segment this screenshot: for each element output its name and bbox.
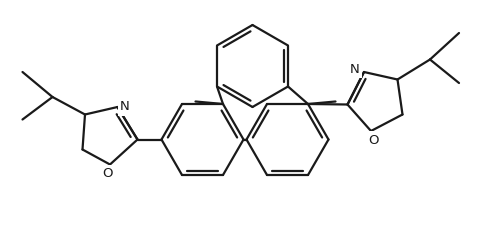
Text: O: O [368,134,379,146]
Text: O: O [102,167,113,180]
Text: N: N [120,100,130,113]
Text: N: N [350,63,360,76]
